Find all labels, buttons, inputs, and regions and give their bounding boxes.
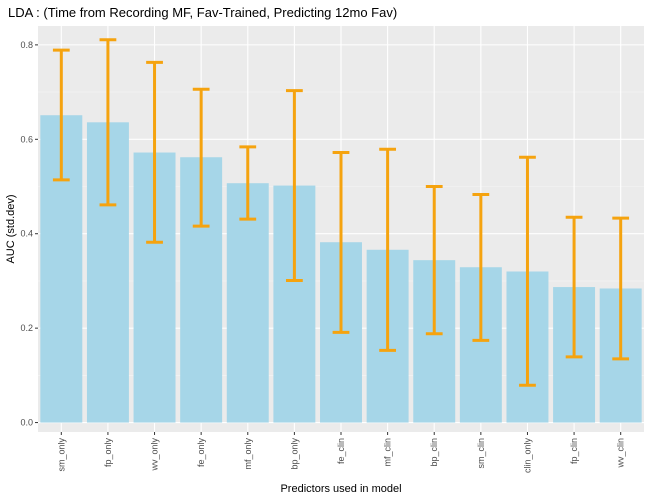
x-tick-label: clin_only (522, 438, 532, 474)
error-bar (285, 89, 303, 282)
y-axis: 0.0 0.2 0.4 0.6 0.8 (20, 40, 38, 428)
x-tick-label: mf_only (243, 438, 253, 470)
error-bar (192, 87, 210, 228)
error-bar (519, 155, 536, 387)
x-tick-label: fe_only (196, 438, 206, 468)
x-tick-label: sm_clin (476, 438, 486, 469)
error-bar (612, 216, 630, 361)
error-bar (472, 193, 490, 342)
chart-title: LDA : (Time from Recording MF, Fav-Train… (8, 5, 397, 20)
y-axis-title: AUC (std.dev) (5, 194, 17, 263)
x-tick-label: fp_only (103, 438, 113, 468)
error-bars (52, 38, 630, 387)
y-tick-label: 0.6 (20, 134, 33, 144)
error-bar (332, 151, 350, 334)
x-tick-label: wv_only (150, 438, 160, 472)
bars (40, 115, 642, 423)
y-tick-label: 0.0 (20, 418, 33, 428)
bar (226, 183, 269, 423)
x-tick-label: fe_clin (336, 438, 346, 464)
x-tick-label: wv_clin (616, 438, 626, 469)
y-tick-label: 0.4 (20, 229, 33, 239)
x-tick-label: fp_clin (569, 438, 579, 464)
x-axis-title: Predictors used in model (280, 483, 401, 495)
x-tick-label: bp_clin (429, 438, 439, 467)
error-bar (52, 48, 70, 182)
error-bar (425, 185, 443, 336)
y-tick-label: 0.2 (20, 323, 33, 333)
error-bar (379, 147, 397, 352)
error-bar (99, 38, 117, 207)
x-axis: sm_only fp_only wv_only fe_only mf_only bp_on… (56, 432, 626, 474)
x-tick-label: sm_only (56, 438, 66, 472)
error-bar (239, 145, 257, 221)
x-tick-label: mf_clin (383, 438, 393, 467)
error-bar (565, 215, 583, 359)
x-tick-label: bp_only (289, 438, 299, 470)
error-bar (146, 60, 163, 244)
y-tick-label: 0.8 (20, 40, 33, 50)
